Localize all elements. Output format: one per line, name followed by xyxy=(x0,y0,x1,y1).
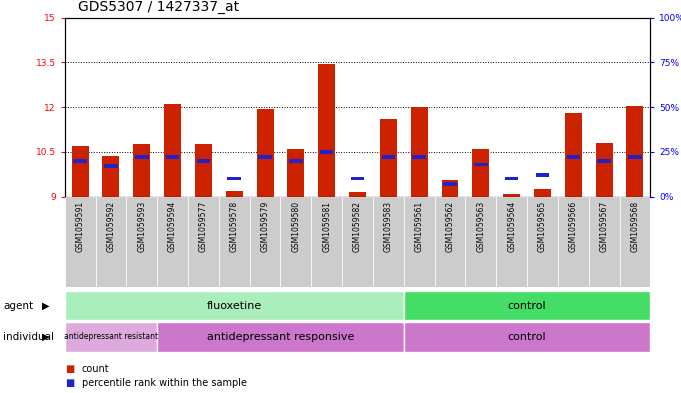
Text: GSM1059565: GSM1059565 xyxy=(538,201,547,252)
Text: GSM1059561: GSM1059561 xyxy=(415,201,424,252)
Bar xyxy=(258,155,272,159)
Text: ▶: ▶ xyxy=(42,332,50,342)
Text: agent: agent xyxy=(3,301,33,310)
Bar xyxy=(250,196,281,287)
Bar xyxy=(65,322,157,352)
Bar xyxy=(473,149,489,196)
Bar xyxy=(65,291,404,320)
Text: GSM1059581: GSM1059581 xyxy=(322,201,331,252)
Bar xyxy=(627,106,644,196)
Bar xyxy=(567,155,580,159)
Bar xyxy=(102,156,119,196)
Text: antidepressant responsive: antidepressant responsive xyxy=(207,332,354,342)
Bar xyxy=(474,163,488,166)
Bar xyxy=(257,108,274,196)
Bar xyxy=(188,196,219,287)
Text: GSM1059566: GSM1059566 xyxy=(569,201,577,252)
Text: GSM1059567: GSM1059567 xyxy=(599,201,609,252)
Bar xyxy=(596,143,613,196)
Bar xyxy=(373,196,404,287)
Bar xyxy=(287,149,304,196)
Bar xyxy=(381,155,395,159)
Text: GSM1059582: GSM1059582 xyxy=(353,201,362,252)
Bar xyxy=(104,164,118,168)
Bar xyxy=(496,196,527,287)
Text: control: control xyxy=(508,332,546,342)
Bar xyxy=(380,119,397,196)
Bar xyxy=(434,196,465,287)
Text: GSM1059593: GSM1059593 xyxy=(138,201,146,252)
Bar xyxy=(527,196,558,287)
Text: fluoxetine: fluoxetine xyxy=(206,301,262,310)
Bar xyxy=(465,196,496,287)
Bar xyxy=(164,104,181,196)
Bar xyxy=(558,196,588,287)
Bar xyxy=(534,189,551,196)
Text: GSM1059591: GSM1059591 xyxy=(76,201,84,252)
Bar xyxy=(65,196,95,287)
Text: control: control xyxy=(508,301,546,310)
Bar xyxy=(281,196,311,287)
Bar xyxy=(227,177,241,180)
Text: GSM1059579: GSM1059579 xyxy=(261,201,270,252)
Bar xyxy=(133,144,151,196)
Bar xyxy=(320,150,334,154)
Bar xyxy=(219,196,250,287)
Bar xyxy=(628,155,642,159)
Text: percentile rank within the sample: percentile rank within the sample xyxy=(82,378,247,388)
Bar xyxy=(289,159,302,163)
Text: GSM1059580: GSM1059580 xyxy=(291,201,300,252)
Bar xyxy=(225,191,242,196)
Bar xyxy=(342,196,373,287)
Bar xyxy=(197,159,210,163)
Bar xyxy=(127,196,157,287)
Text: GSM1059568: GSM1059568 xyxy=(631,201,639,252)
Bar xyxy=(157,196,188,287)
Bar xyxy=(441,180,458,196)
Bar xyxy=(74,159,87,163)
Text: ■: ■ xyxy=(65,378,74,388)
Text: GDS5307 / 1427337_at: GDS5307 / 1427337_at xyxy=(78,0,240,14)
Bar xyxy=(318,64,335,196)
Text: GSM1059592: GSM1059592 xyxy=(106,201,116,252)
Bar xyxy=(503,193,520,196)
Bar xyxy=(404,196,434,287)
Bar xyxy=(411,107,428,196)
Bar xyxy=(157,322,404,352)
Bar xyxy=(588,196,620,287)
Bar xyxy=(404,291,650,320)
Text: GSM1059583: GSM1059583 xyxy=(384,201,393,252)
Bar xyxy=(95,196,127,287)
Bar xyxy=(135,155,148,159)
Bar xyxy=(404,322,650,352)
Bar xyxy=(565,113,582,196)
Bar xyxy=(351,177,364,180)
Bar xyxy=(311,196,342,287)
Text: GSM1059594: GSM1059594 xyxy=(168,201,177,252)
Bar xyxy=(620,196,650,287)
Bar xyxy=(195,144,212,196)
Bar xyxy=(349,192,366,196)
Text: GSM1059578: GSM1059578 xyxy=(229,201,239,252)
Bar xyxy=(536,173,550,177)
Text: GSM1059564: GSM1059564 xyxy=(507,201,516,252)
Text: ■: ■ xyxy=(65,364,74,374)
Text: count: count xyxy=(82,364,110,374)
Text: individual: individual xyxy=(3,332,54,342)
Text: GSM1059563: GSM1059563 xyxy=(476,201,486,252)
Bar xyxy=(413,155,426,159)
Bar xyxy=(505,177,518,180)
Bar xyxy=(597,159,611,163)
Text: GSM1059577: GSM1059577 xyxy=(199,201,208,252)
Text: antidepressant resistant: antidepressant resistant xyxy=(64,332,158,342)
Bar xyxy=(443,182,457,186)
Text: GSM1059562: GSM1059562 xyxy=(445,201,454,252)
Text: ▶: ▶ xyxy=(42,301,50,310)
Bar xyxy=(165,155,179,159)
Bar xyxy=(72,146,89,196)
